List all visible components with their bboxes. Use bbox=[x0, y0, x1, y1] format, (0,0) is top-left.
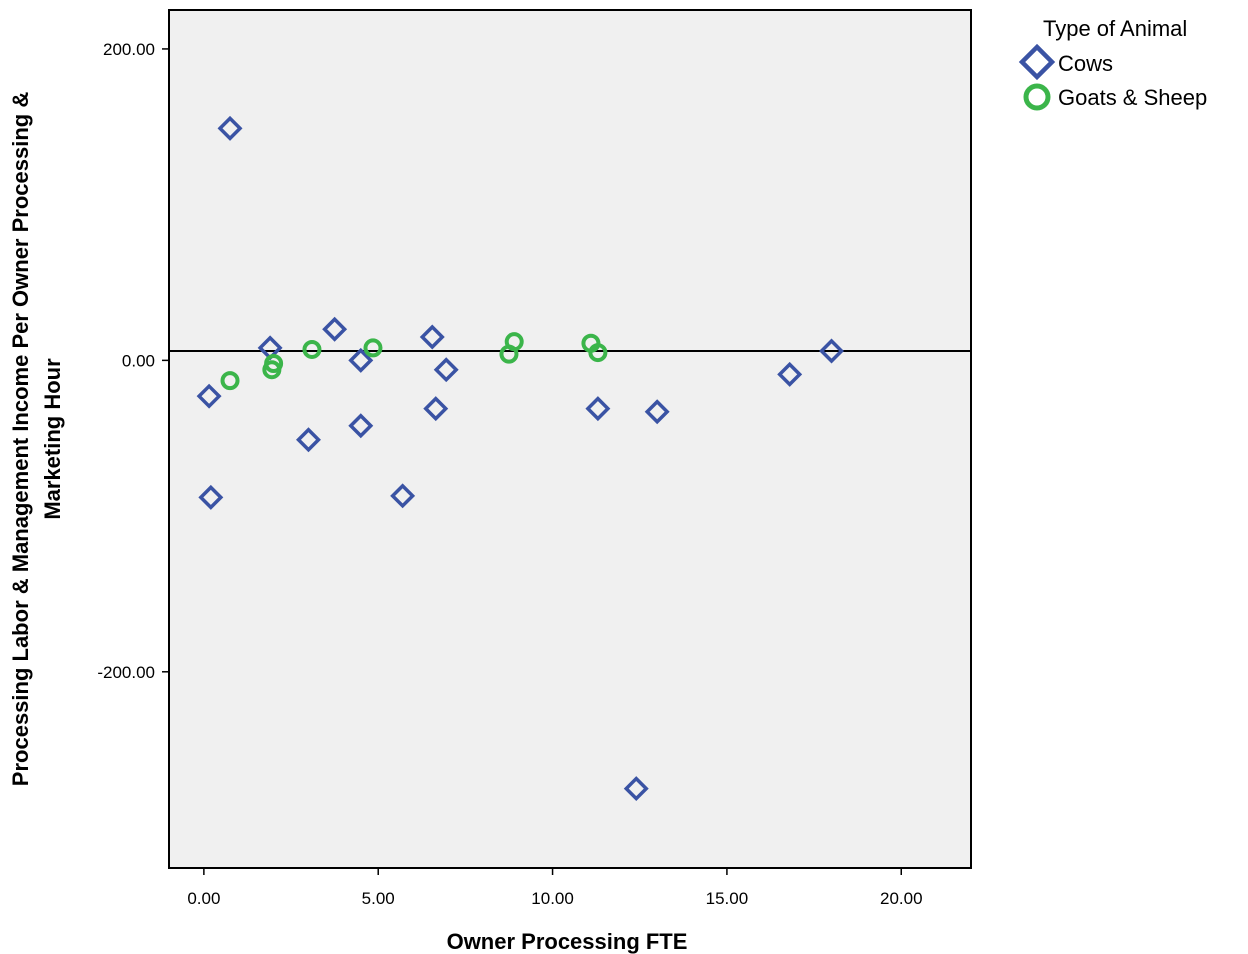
legend-label-cows: Cows bbox=[1058, 51, 1113, 76]
goats-sheep-point bbox=[504, 332, 524, 352]
legend-item-cows: Cows bbox=[1018, 43, 1113, 81]
goats-sheep-point bbox=[363, 338, 383, 358]
legend: Type of Animal Cows Goats & Sheep bbox=[1018, 16, 1207, 111]
y-axis-title-line2: Marketing Hour bbox=[40, 358, 65, 520]
y-tick-label: 200.00 bbox=[103, 40, 155, 59]
x-tick-label: 10.00 bbox=[531, 889, 574, 908]
cows-point bbox=[423, 396, 449, 422]
legend-goats-sheep-circle-marker bbox=[1023, 83, 1051, 111]
cows-point bbox=[198, 484, 224, 510]
x-tick-label: 20.00 bbox=[880, 889, 923, 908]
x-tick-label: 15.00 bbox=[706, 889, 749, 908]
goats-sheep-point bbox=[302, 339, 322, 359]
cows-point bbox=[217, 115, 243, 141]
cows-point bbox=[196, 383, 222, 409]
goats-sheep-point bbox=[220, 371, 240, 391]
x-tick-label: 5.00 bbox=[362, 889, 395, 908]
plot-area bbox=[168, 9, 972, 869]
y-axis: 200.00 0.00 -200.00 bbox=[97, 40, 169, 682]
cows-point bbox=[819, 338, 844, 364]
cows-point bbox=[419, 324, 445, 350]
cows-point bbox=[777, 361, 803, 387]
cows-point bbox=[390, 483, 416, 509]
goats-sheep-point bbox=[262, 360, 282, 380]
data-points bbox=[196, 115, 844, 802]
x-axis-title: Owner Processing FTE bbox=[447, 929, 688, 954]
x-axis: 0.00 5.00 10.00 15.00 20.00 bbox=[187, 868, 923, 908]
legend-title: Type of Animal bbox=[1043, 16, 1187, 41]
cows-point bbox=[433, 357, 459, 383]
x-tick-label: 0.00 bbox=[187, 889, 220, 908]
y-tick-label: 0.00 bbox=[122, 351, 155, 370]
cows-point bbox=[348, 413, 374, 439]
cows-point bbox=[644, 399, 670, 425]
cows-point bbox=[348, 347, 374, 373]
y-tick-label: -200.00 bbox=[97, 663, 155, 682]
cows-point bbox=[322, 316, 348, 342]
cows-point bbox=[585, 396, 611, 422]
cows-point bbox=[623, 776, 649, 802]
y-axis-title-line1: Processing Labor & Management Income Per… bbox=[8, 92, 33, 787]
cows-point bbox=[296, 427, 321, 453]
legend-cows-diamond-marker bbox=[1018, 43, 1056, 81]
legend-label-goats-sheep: Goats & Sheep bbox=[1058, 85, 1207, 110]
y-axis-title: Processing Labor & Management Income Per… bbox=[8, 92, 65, 787]
legend-item-goats-sheep: Goats & Sheep bbox=[1023, 83, 1207, 111]
goats-sheep-point bbox=[588, 343, 608, 363]
